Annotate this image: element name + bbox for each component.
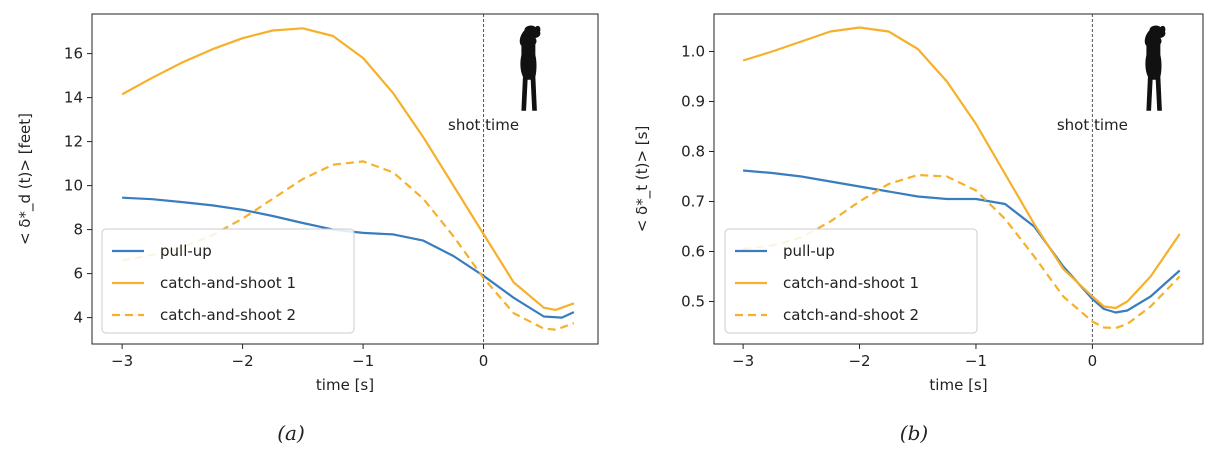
x-axis-label: time [s]: [929, 376, 987, 394]
chart-panel-b: −3 −2 −1 0 0.5 0.6 0.7 0.8 0.9 1.0 time [s] < δ*_t …: [633, 13, 1204, 394]
plot-frame: [91, 13, 599, 345]
shot-time-annotation: shot time: [1057, 116, 1128, 134]
caption-a: (a): [277, 421, 305, 445]
legend-label: pull-up: [783, 242, 835, 260]
x-tick-label: −1: [965, 352, 987, 370]
x-tick-label: 0: [479, 352, 489, 370]
x-tick-label: −2: [232, 352, 254, 370]
legend: pull-up catch-and-shoot 1 catch-and-shoot …: [724, 228, 978, 334]
y-tick-label: 14: [64, 89, 83, 107]
series-line-catch-and-shoot-1: [742, 26, 1181, 310]
shot-time-annotation: shot time: [448, 116, 519, 134]
x-axis-label: time [s]: [316, 376, 374, 394]
y-axis-label: < δ*_t (t)> [s]: [633, 126, 652, 233]
y-tick-label: 12: [64, 133, 83, 151]
legend-label: catch-and-shoot 2: [160, 306, 296, 324]
series-line-catch-and-shoot-2: [742, 173, 1181, 330]
player-silhouette-icon: [1144, 25, 1166, 111]
y-tick-label: 0.5: [681, 293, 705, 311]
y-tick-label: 4: [73, 309, 83, 327]
x-tick-label: −2: [848, 352, 870, 370]
series-line-pull-up: [122, 196, 575, 319]
x-tick-label: −3: [111, 352, 133, 370]
y-tick-label: 0.9: [681, 93, 705, 111]
legend: pull-up catch-and-shoot 1 catch-and-shoot …: [101, 228, 355, 334]
y-tick-label: 8: [73, 221, 83, 239]
x-tick-label: −1: [352, 352, 374, 370]
legend-label: catch-and-shoot 1: [783, 274, 919, 292]
x-tick-label: −3: [732, 352, 754, 370]
legend-label: catch-and-shoot 1: [160, 274, 296, 292]
y-tick-label: 10: [64, 177, 83, 195]
series-line-catch-and-shoot-1: [121, 27, 575, 311]
caption-b: (b): [900, 421, 928, 445]
legend-label: pull-up: [160, 242, 212, 260]
y-tick-label: 0.7: [681, 193, 705, 211]
legend-label: catch-and-shoot 2: [783, 306, 919, 324]
chart-panel-a: −3 −2 −1 0 4 6 8 10 12 14 16 time [s] < δ*_d (t)> [f…: [16, 13, 599, 394]
player-silhouette-icon: [519, 25, 541, 111]
y-tick-label: 1.0: [681, 43, 705, 61]
plot-frame: [713, 13, 1204, 345]
y-tick-label: 0.6: [681, 243, 705, 261]
series-line-pull-up: [743, 169, 1181, 314]
y-tick-label: 6: [73, 265, 83, 283]
y-tick-label: 0.8: [681, 143, 705, 161]
y-tick-label: 16: [64, 45, 83, 63]
x-tick-label: 0: [1088, 352, 1098, 370]
y-axis-label: < δ*_d (t)> [feet]: [16, 113, 35, 245]
